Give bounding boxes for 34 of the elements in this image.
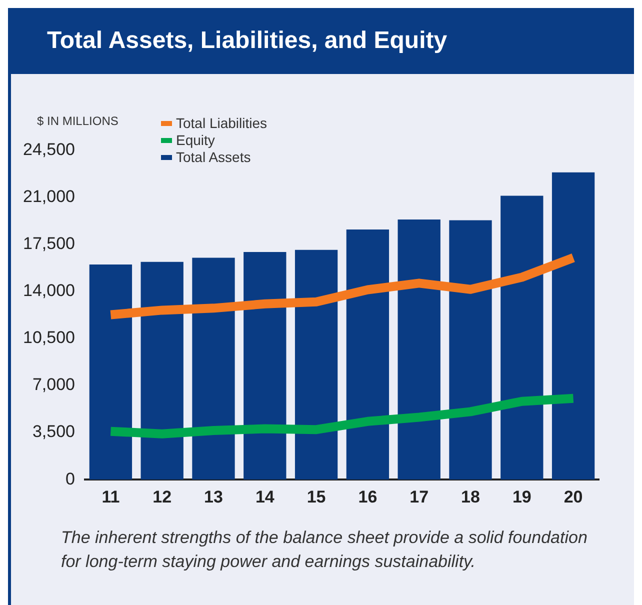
bar — [449, 220, 492, 480]
y-tick-label: 17,500 — [22, 234, 75, 253]
y-tick-label: 14,000 — [22, 281, 75, 300]
text: The inherent strengths of the balance sheet provide a solid foundation for long-term staying power and earnings sustainability. — [61, 527, 588, 573]
bar — [500, 196, 544, 480]
legend-label: Total Liabilities — [176, 115, 268, 132]
x-tick-label: 16 — [358, 487, 378, 506]
bar — [89, 264, 132, 480]
x-tick-label: 17 — [410, 487, 429, 506]
bar — [346, 230, 390, 480]
y-tick-label: 10,500 — [22, 328, 75, 348]
y-tick-label: 21,000 — [22, 186, 75, 206]
bar — [192, 258, 235, 480]
legend-label: Total Assets — [176, 149, 251, 166]
y-tick-label: 0 — [66, 469, 75, 488]
x-tick-label: 20 — [564, 487, 583, 506]
y-tick-label: 7,000 — [32, 375, 75, 394]
bar — [244, 252, 286, 480]
bar — [140, 262, 184, 480]
bar — [294, 250, 338, 480]
x-tick-label: 19 — [512, 487, 532, 506]
x-tick-label: 18 — [461, 487, 480, 506]
bar — [398, 219, 440, 480]
x-tick-label: 14 — [255, 487, 275, 506]
x-tick-label: 11 — [102, 487, 120, 506]
x-tick-label: 15 — [306, 487, 326, 506]
x-tick-label: 12 — [152, 487, 172, 506]
bar — [552, 172, 595, 480]
y-tick-label: 3,500 — [32, 422, 75, 442]
legend-label: Equity — [176, 132, 215, 149]
y-axis-title: $ IN MILLIONS — [37, 114, 118, 128]
y-tick-label: 24,500 — [22, 140, 75, 159]
chart-title: Total Assets, Liabilities, and Equity — [47, 27, 448, 55]
x-tick-label: 13 — [204, 487, 223, 506]
